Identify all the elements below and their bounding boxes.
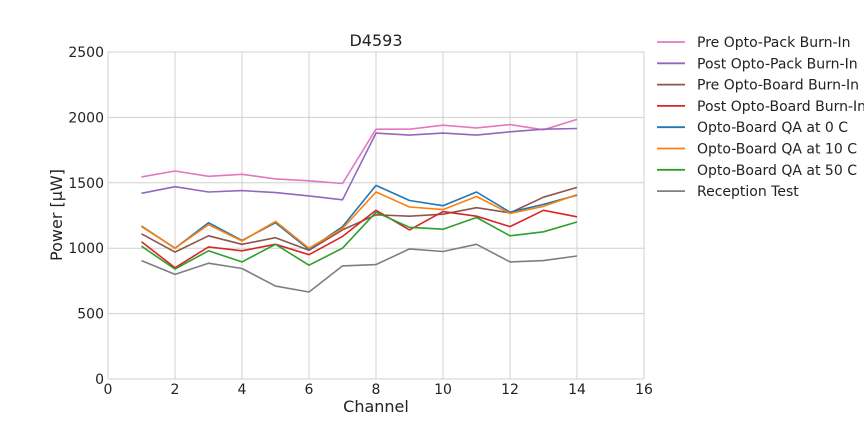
legend-label: Post Opto-Pack Burn-In [697,56,858,72]
x-tick-label: 4 [238,382,247,398]
grid [107,51,645,380]
legend-label: Opto-Board QA at 10 C [697,142,857,158]
y-tick-label: 1500 [68,176,104,192]
series-lines [141,118,578,293]
legend-label: Pre Opto-Board Burn-In [697,78,859,94]
series-line-2 [141,186,578,253]
legend-label: Post Opto-Board Burn-In [697,99,864,115]
chart-title: D4593 [349,31,402,50]
y-tick-label: 0 [95,372,104,388]
legend-label: Pre Opto-Pack Burn-In [697,35,851,51]
x-tick-label: 16 [635,382,653,398]
x-tick-label: 10 [434,382,452,398]
series-line-6 [141,211,578,270]
x-tick-label: 8 [372,382,381,398]
legend-label: Opto-Board QA at 50 C [697,163,857,179]
x-tick-label: 12 [501,382,519,398]
x-tick-label: 2 [171,382,180,398]
series-line-1 [141,127,578,201]
x-axis-title: Channel [343,397,409,416]
y-tick-label: 1000 [68,241,104,257]
series-line-3 [141,209,578,269]
series-line-5 [141,191,578,249]
x-tick-label: 0 [104,382,113,398]
legend-label: Opto-Board QA at 0 C [697,120,848,136]
series-line-7 [141,243,578,293]
y-tick-label: 2500 [68,45,104,61]
y-tick-label: 500 [77,307,104,323]
axis-ticks: 0 2 4 6 8 10 12 14 16 0 500 1000 1500 2000 2500 [68,45,653,398]
y-tick-label: 2000 [68,110,104,126]
legend: Pre Opto-Pack Burn-In Post Opto-Pack Burn… [657,35,864,200]
series-line-4 [141,184,578,251]
legend-label: Reception Test [697,184,799,200]
series-line-0 [141,118,578,185]
x-tick-label: 14 [568,382,586,398]
x-tick-label: 6 [305,382,314,398]
y-axis-title: Power [μW] [47,169,66,261]
